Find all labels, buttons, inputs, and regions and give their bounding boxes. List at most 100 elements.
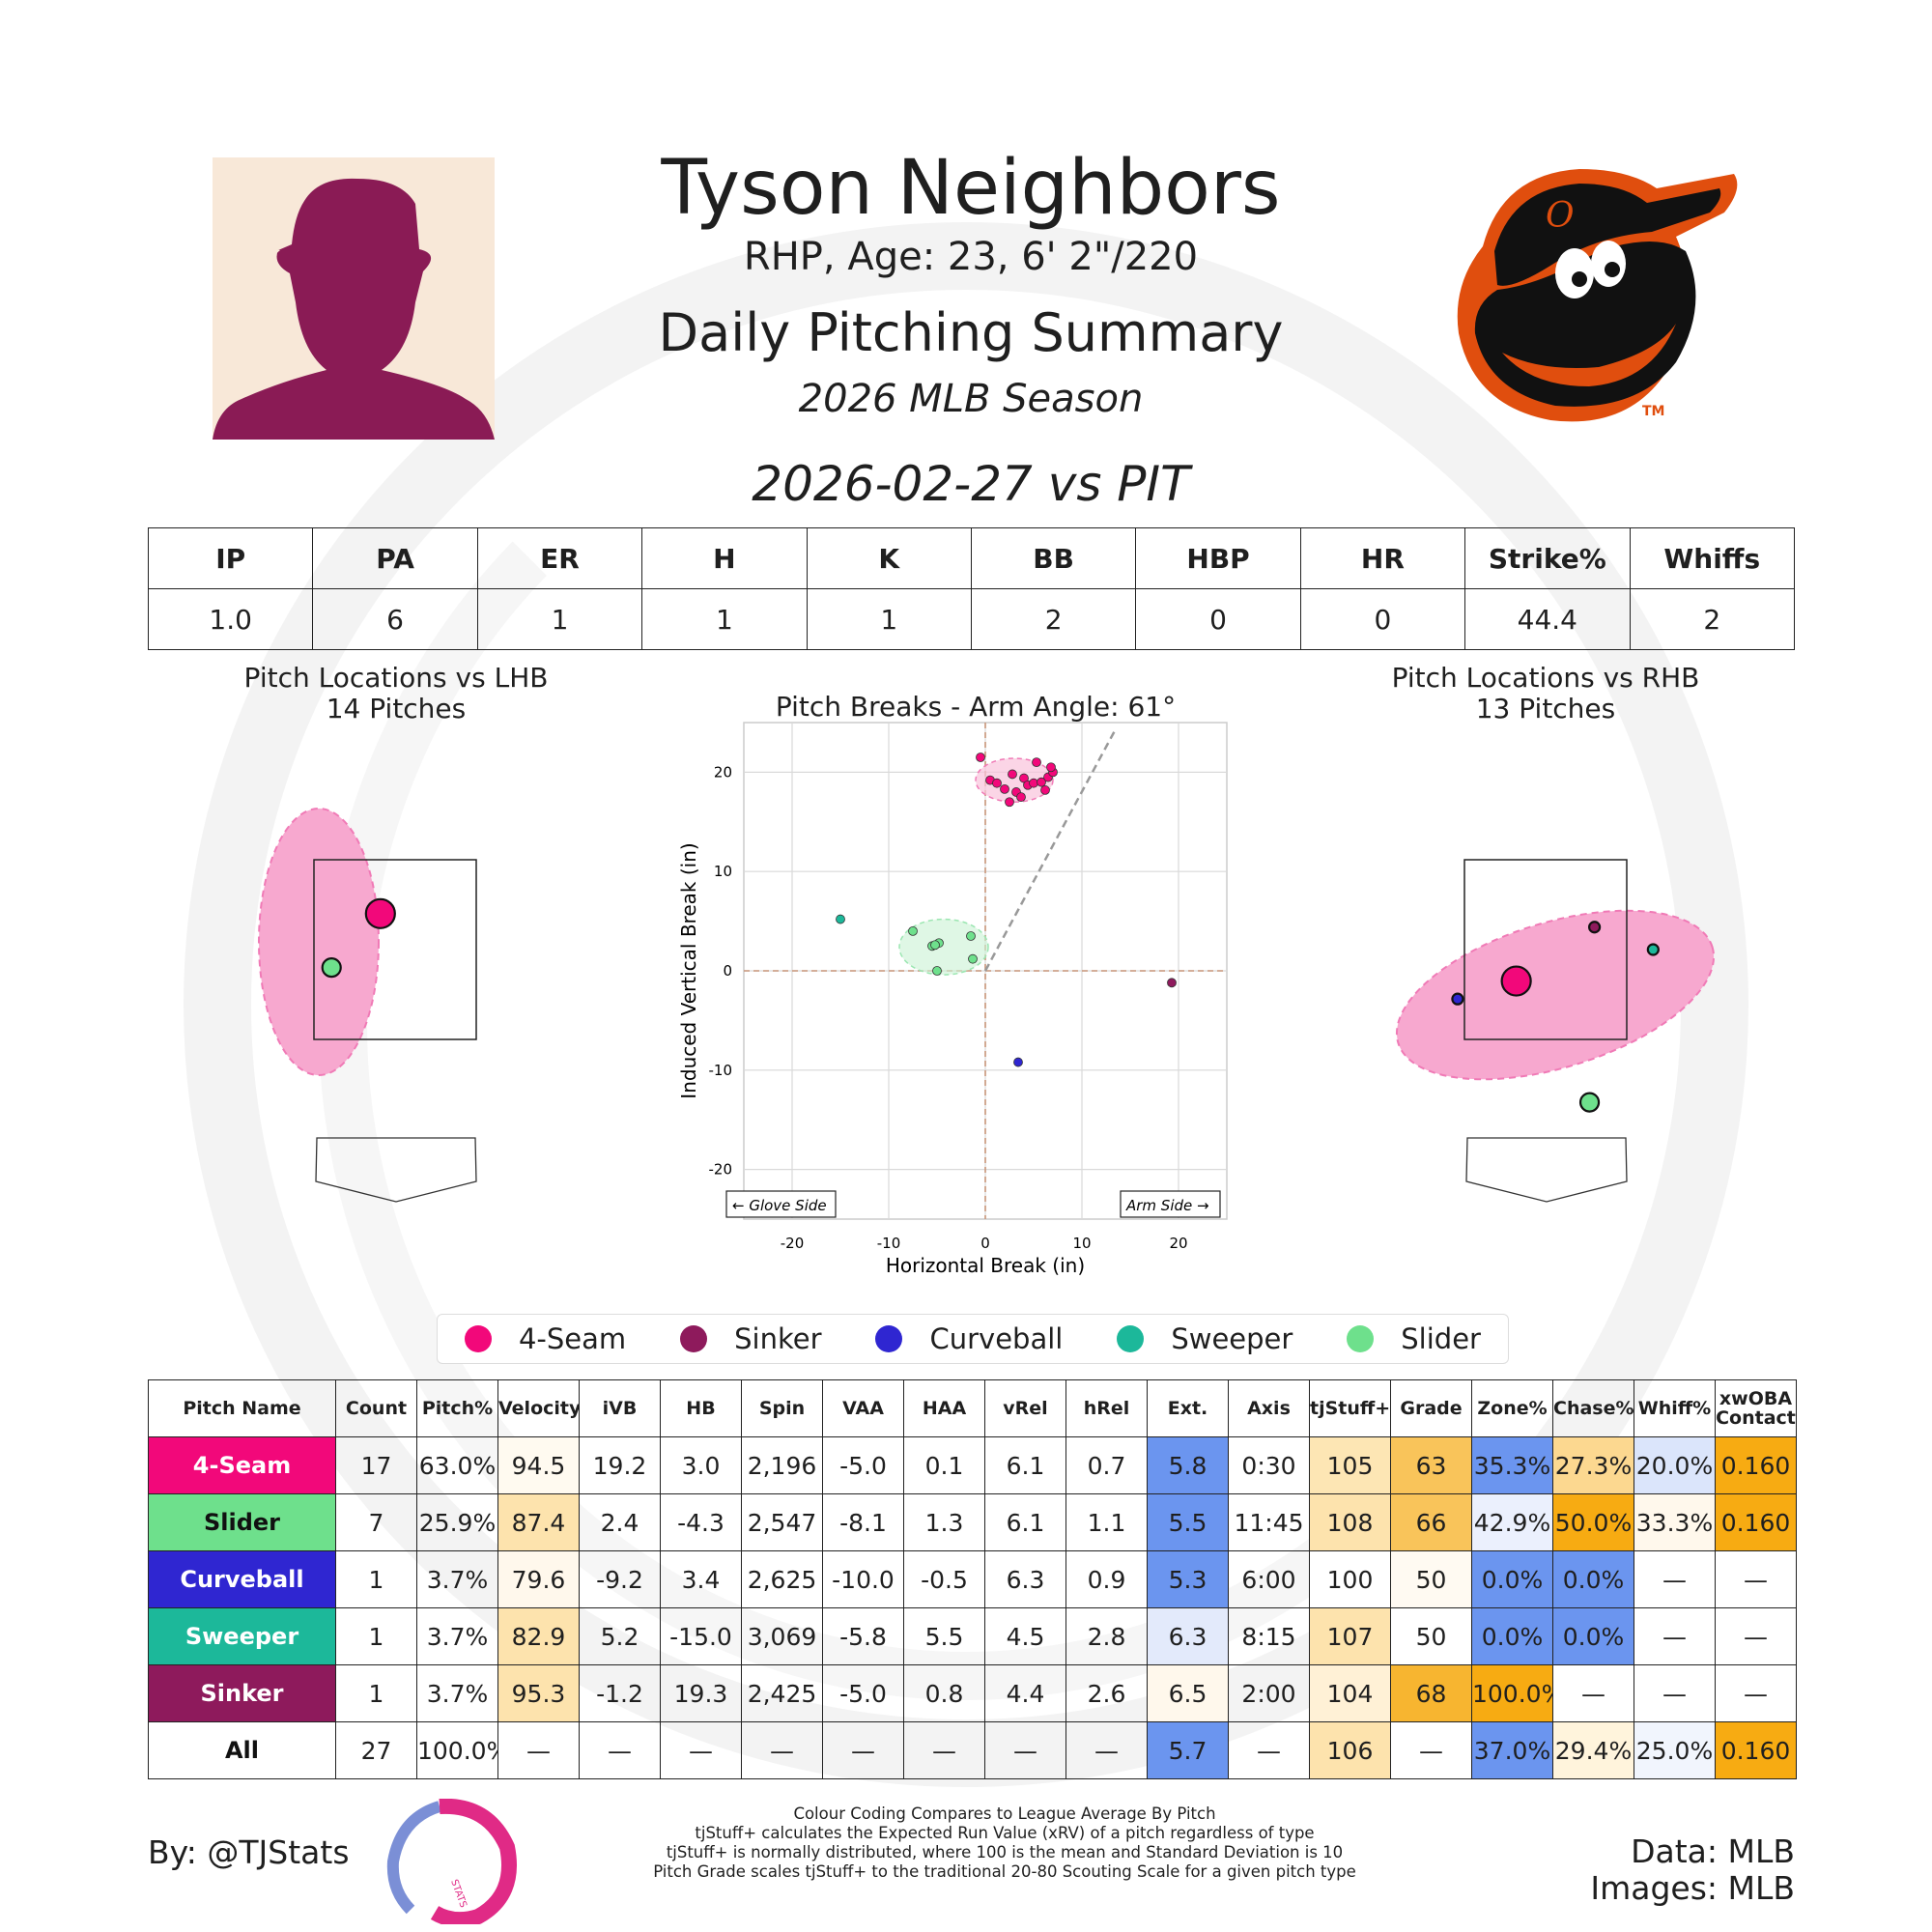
table-cell: -5.8 (822, 1607, 904, 1665)
table-cell: 3.7% (416, 1664, 498, 1722)
game-line: 2026-02-27 vs PIT (752, 456, 1190, 512)
table-cell: 63 (1390, 1436, 1472, 1494)
column-header: iVB (579, 1379, 661, 1437)
table-cell: 5.8 (1147, 1436, 1229, 1494)
table-cell: 107 (1309, 1607, 1391, 1665)
column-header: HB (660, 1379, 742, 1437)
x-tick-label: 10 (1072, 1235, 1091, 1252)
rhb-pitch-count: 13 Pitches (1475, 693, 1616, 724)
table-cell: 2,547 (741, 1493, 823, 1551)
table-cell: 0.7 (1065, 1436, 1148, 1494)
rhb-plot-title: Pitch Locations vs RHB 13 Pitches (1352, 663, 1739, 724)
line-stats-value-row: 1.0 6 1 1 1 2 0 0 44.4 2 (147, 588, 1796, 650)
column-header: Spin (741, 1379, 823, 1437)
table-cell: 1 (335, 1664, 417, 1722)
player-name: Tyson Neighbors (661, 145, 1281, 232)
column-header: Pitch Name (148, 1379, 336, 1437)
table-cell: 6.3 (1147, 1607, 1229, 1665)
pitch-name-cell: Slider (148, 1493, 336, 1551)
column-header: Pitch% (416, 1379, 498, 1437)
break-point-slider (968, 953, 978, 964)
column-header: Count (335, 1379, 417, 1437)
rhb-home-plate (1465, 1137, 1628, 1203)
pitch-name-cell: All (148, 1721, 336, 1779)
location-point-curveball (1451, 992, 1464, 1006)
table-cell: -0.5 (903, 1550, 985, 1608)
table-cell: 5.3 (1147, 1550, 1229, 1608)
table-cell: 3.4 (660, 1550, 742, 1608)
break-point-4-seam (1029, 778, 1038, 788)
lhb-density-ellipse (258, 808, 380, 1076)
table-cell: — (984, 1721, 1066, 1779)
column-header: Whiff% (1634, 1379, 1716, 1437)
table-cell: — (1634, 1664, 1716, 1722)
x-tick-label: -20 (781, 1235, 805, 1252)
stat-value: 1.0 (147, 588, 314, 650)
table-cell: 66 (1390, 1493, 1472, 1551)
x-tick-label: 0 (980, 1235, 990, 1252)
x-tick-label: -10 (877, 1235, 901, 1252)
table-cell: 108 (1309, 1493, 1391, 1551)
table-cell: 20.0% (1634, 1436, 1716, 1494)
table-cell: 68 (1390, 1664, 1472, 1722)
table-cell: 0.0% (1552, 1607, 1634, 1665)
column-header: Axis (1228, 1379, 1310, 1437)
lhb-pitch-count: 14 Pitches (326, 693, 467, 724)
table-cell: 2,625 (741, 1550, 823, 1608)
table-row: Slider 7 25.9% 87.4 2.4 -4.3 2,547 -8.1 1.3 6.1 1.… (148, 1493, 1797, 1551)
break-point-slider (932, 966, 942, 976)
table-cell: 4.4 (984, 1664, 1066, 1722)
table-cell: 7 (335, 1493, 417, 1551)
footnote-line: tjStuff+ calculates the Expected Run Val… (695, 1824, 1315, 1842)
table-cell: — (822, 1721, 904, 1779)
x-axis-label: Horizontal Break (in) (886, 1254, 1085, 1275)
rhb-strike-zone (1463, 859, 1628, 1040)
table-row: 4-Seam 17 63.0% 94.5 19.2 3.0 2,196 -5.0 0.1 6.1 0… (148, 1436, 1797, 1494)
table-cell: 11:45 (1228, 1493, 1310, 1551)
y-tick-label: -20 (709, 1161, 733, 1179)
rhb-title: Pitch Locations vs RHB (1391, 662, 1700, 694)
table-cell: — (741, 1721, 823, 1779)
table-cell: 105 (1309, 1436, 1391, 1494)
table-cell: 50.0% (1552, 1493, 1634, 1551)
svg-text:Arm Side →: Arm Side → (1125, 1197, 1209, 1214)
table-cell: 0.0% (1471, 1550, 1553, 1608)
table-cell: 50 (1390, 1550, 1472, 1608)
location-point-sweeper (1646, 943, 1660, 956)
footnote-line: Colour Coding Compares to League Average… (793, 1804, 1216, 1823)
table-cell: 100 (1309, 1550, 1391, 1608)
table-cell: — (1715, 1607, 1797, 1665)
column-header: Grade (1390, 1379, 1472, 1437)
location-point-sinker (1588, 921, 1602, 934)
table-cell: 19.2 (579, 1436, 661, 1494)
table-cell: 33.3% (1634, 1493, 1716, 1551)
column-header: VAA (822, 1379, 904, 1437)
table-cell: 5.2 (579, 1607, 661, 1665)
legend-dot (680, 1325, 708, 1352)
table-cell: — (1715, 1550, 1797, 1608)
table-cell: 6:00 (1228, 1550, 1310, 1608)
arm-side-label: Arm Side → (1120, 1190, 1221, 1218)
column-header: Zone% (1471, 1379, 1553, 1437)
rhb-location-plot (1395, 859, 1716, 1203)
table-cell: 5.5 (903, 1607, 985, 1665)
table-cell: 3.0 (660, 1436, 742, 1494)
break-point-slider (930, 940, 940, 951)
table-cell: -5.0 (822, 1436, 904, 1494)
table-cell: 3,069 (741, 1607, 823, 1665)
stat-value: 2 (1629, 588, 1796, 650)
stat-header: Whiffs (1629, 527, 1796, 589)
table-cell: 5.5 (1147, 1493, 1229, 1551)
table-cell: 29.4% (1552, 1721, 1634, 1779)
pitch-name-cell: 4-Seam (148, 1436, 336, 1494)
y-tick-label: -10 (709, 1062, 733, 1079)
table-cell: 0.1 (903, 1436, 985, 1494)
location-point-4-seam (364, 897, 396, 929)
stat-header: BB (970, 527, 1137, 589)
lhb-home-plate (315, 1137, 477, 1203)
column-header: Chase% (1552, 1379, 1634, 1437)
legend-item-slider: Slider (1347, 1322, 1481, 1355)
table-cell: 6.1 (984, 1436, 1066, 1494)
table-cell: 25.9% (416, 1493, 498, 1551)
footnote-line: Pitch Grade scales tjStuff+ to the tradi… (653, 1862, 1356, 1881)
